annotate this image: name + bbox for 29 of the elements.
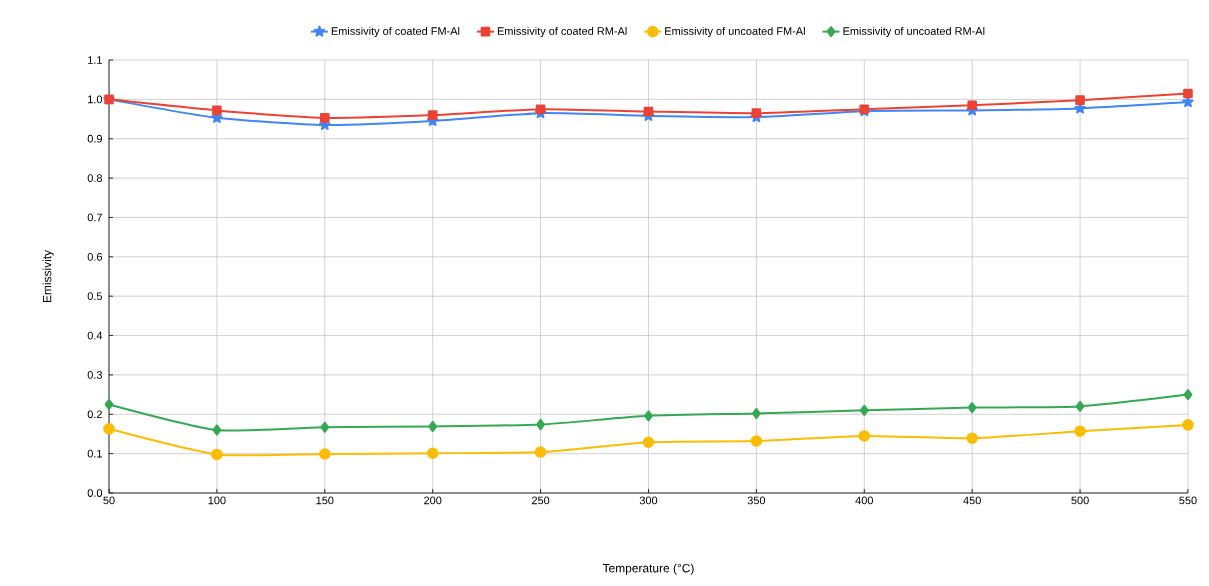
y-tick-label: 1.1	[88, 56, 102, 64]
y-tick-label: 0.2	[87, 410, 102, 419]
x-axis-title: Temperature (°C)	[602, 563, 694, 575]
y-tick-label: 0.4	[87, 331, 103, 340]
x-tick-label: 150	[316, 496, 334, 505]
x-tick-label: 100	[208, 496, 226, 505]
y-tick-label: 1.0	[88, 95, 103, 104]
y-tick-label: 0.7	[87, 213, 102, 222]
y-tick-label: 0.1	[87, 449, 102, 458]
legend-label: Emissivity of coated FM-Al	[331, 26, 460, 38]
legend-label: Emissivity of coated RM-Al	[497, 26, 627, 38]
y-tick-label: 0.3	[87, 371, 102, 379]
x-tick-label: 400	[855, 496, 873, 505]
y-axis-title: Emissivity	[42, 249, 54, 303]
x-tick-label: 550	[1179, 496, 1197, 505]
x-tick-label: 250	[531, 496, 550, 505]
x-tick-label: 50	[103, 496, 115, 505]
y-tick-label: 0.9	[87, 134, 102, 143]
y-tick-label: 0.5	[87, 292, 103, 301]
y-tick-label: 0.0	[87, 489, 103, 497]
y-tick-label: 0.8	[87, 174, 102, 182]
x-tick-label: 300	[639, 496, 658, 505]
x-tick-label: 200	[424, 496, 442, 505]
y-tick-label: 0.6	[87, 252, 102, 261]
x-tick-label: 350	[747, 496, 766, 505]
x-tick-label: 500	[1071, 496, 1089, 505]
legend-label: Emissivity of uncoated RM-Al	[843, 26, 985, 38]
legend-label: Emissivity of uncoated FM-Al	[665, 26, 805, 38]
x-tick-label: 450	[963, 496, 981, 505]
